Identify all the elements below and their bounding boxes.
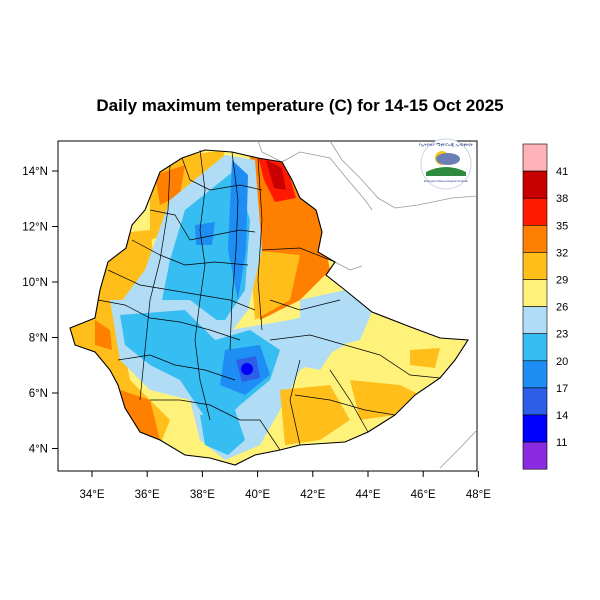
colorbar-segment	[522, 225, 548, 253]
latitude-ticks: 14°N 12°N 10°N 8°N 6°N 4°N	[22, 166, 58, 456]
colorbar-label: 11	[556, 437, 567, 449]
colorbar-segment	[522, 197, 548, 226]
colorbar-label: 41	[556, 166, 568, 178]
colorbar-label: 23	[556, 329, 568, 341]
logo-cloud-icon	[436, 153, 460, 165]
lon-tick-label: 38°E	[190, 489, 215, 501]
lat-tick-label: 4°N	[29, 444, 48, 456]
lat-tick-label: 8°N	[29, 333, 48, 345]
logo-land-icon	[426, 167, 466, 176]
colorbar-segment	[522, 387, 548, 416]
lon-tick-label: 34°E	[79, 489, 104, 501]
region-boundaries	[97, 149, 441, 451]
lon-tick-label: 48°E	[466, 489, 491, 501]
colorbar-label: 32	[556, 247, 568, 259]
ethiopia-border	[69, 149, 469, 466]
colorbar-label: 29	[556, 275, 568, 287]
colorbar-label: 38	[556, 193, 568, 205]
logo-top-text: የኢትዮጵያ ሜቲዮሮሎጂ ኢንስቲትዩት	[419, 142, 473, 147]
lat-tick-label: 12°N	[22, 222, 48, 234]
lat-tick-label: 14°N	[22, 166, 48, 178]
longitude-ticks: 34°E 36°E 38°E 40°E 42°E 44°E 46°E 48°E	[79, 471, 491, 501]
colorbar-segment	[522, 252, 548, 280]
lon-tick-label: 36°E	[135, 489, 160, 501]
colorbar-label: 26	[556, 302, 568, 314]
lat-tick-label: 6°N	[29, 388, 48, 400]
map-title: Daily maximum temperature (C) for 14-15 …	[96, 96, 504, 115]
lon-tick-label: 44°E	[355, 489, 380, 501]
logo-bottom-text: Ethiopian Meteorological Institute	[424, 179, 469, 183]
colorbar-segment	[522, 333, 548, 362]
colorbar-segment	[522, 143, 548, 172]
colorbar-segment	[522, 441, 548, 470]
lon-tick-label: 42°E	[300, 489, 325, 501]
colorbar-label: 17	[556, 383, 568, 395]
institute-logo: የኢትዮጵያ ሜቲዮሮሎጂ ኢንስቲትዩት Ethiopian Meteorol…	[419, 138, 473, 190]
colorbar: 41 38 35 32 29 26 23 20 17 14 11	[522, 143, 568, 470]
colorbar-label: 35	[556, 220, 568, 232]
colorbar-label: 14	[556, 410, 568, 422]
lon-tick-label: 40°E	[245, 489, 270, 501]
neighbour-borders	[257, 140, 478, 469]
colorbar-segment	[522, 360, 548, 389]
colorbar-label: 20	[556, 356, 568, 368]
lon-tick-label: 46°E	[411, 489, 436, 501]
colorbar-segment	[522, 279, 548, 307]
colorbar-segment	[522, 306, 548, 335]
lat-tick-label: 10°N	[22, 277, 48, 289]
colorbar-segment	[522, 170, 548, 199]
colorbar-segment	[522, 414, 548, 443]
